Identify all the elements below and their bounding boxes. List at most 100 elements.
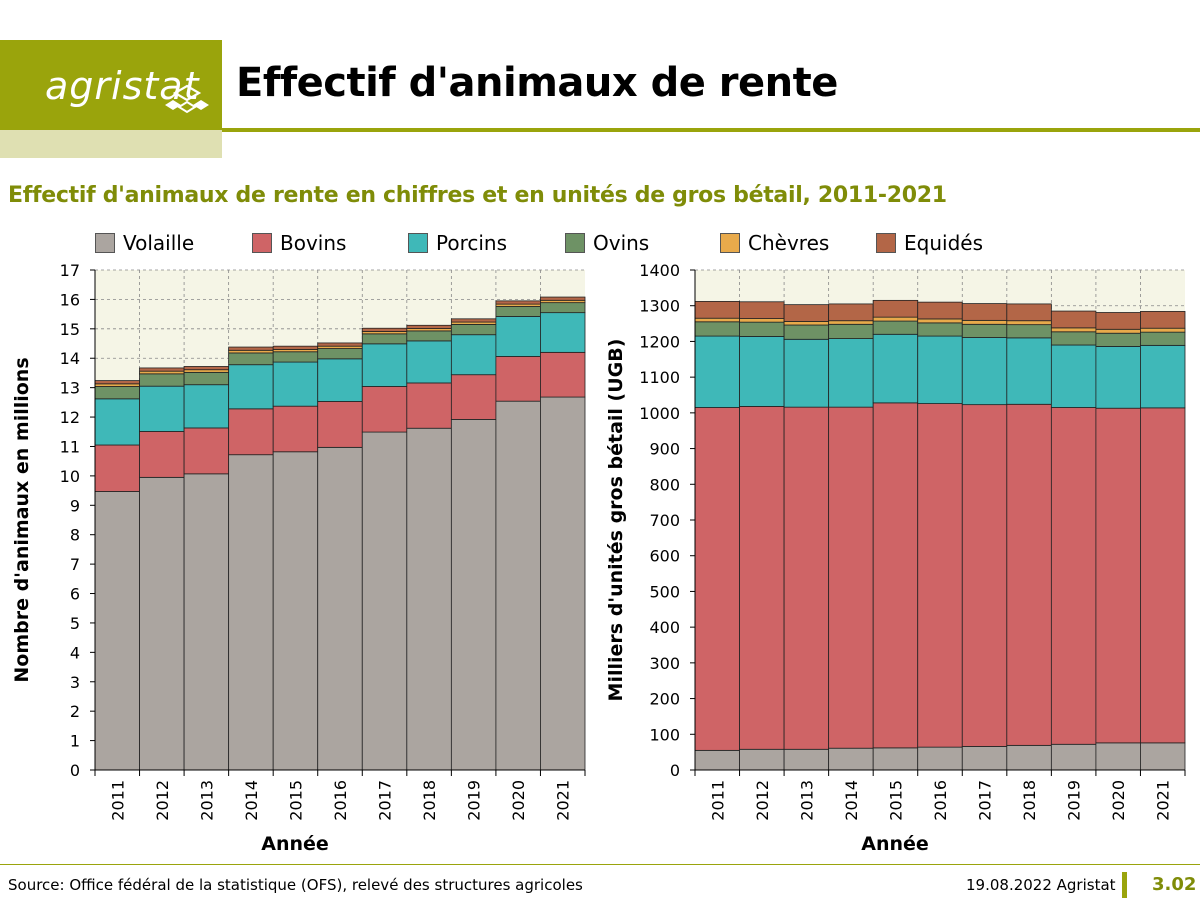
y-tick-label: 9 — [70, 496, 80, 515]
x-tick-label: 2016 — [331, 780, 350, 821]
legend: Volaille Bovins Porcins Ovins Chèvres Eq… — [95, 230, 1095, 256]
y-axis-label: Milliers d'unités gros bétail (UGB) — [605, 339, 627, 702]
bar-segment — [872, 333, 919, 404]
bar-segment — [361, 431, 408, 771]
bar-segment — [1095, 407, 1141, 744]
bar-segment — [1050, 310, 1097, 329]
bar-segment — [783, 338, 830, 408]
bar-segment — [694, 321, 740, 337]
bar-segment — [961, 303, 1008, 321]
y-tick-label: 8 — [70, 526, 80, 545]
bar-segment — [1095, 332, 1141, 347]
y-tick-label: 12 — [60, 408, 80, 427]
bar-segment — [228, 408, 274, 456]
bar-segment — [406, 324, 452, 329]
bar-segment — [495, 300, 541, 305]
bar-segment — [540, 396, 586, 771]
bar-segment — [1050, 344, 1097, 408]
y-tick-label: 1400 — [639, 261, 680, 280]
bar-segment — [783, 324, 830, 340]
x-tick-label: 2020 — [509, 780, 528, 821]
bar-segment — [540, 302, 586, 314]
legend-label: Volaille — [123, 231, 195, 255]
bar-segment — [872, 316, 919, 322]
x-tick-label: 2012 — [753, 780, 772, 821]
x-tick-label: 2017 — [976, 780, 995, 821]
bar-segment — [1095, 742, 1141, 771]
x-axis-label: Année — [861, 833, 929, 855]
x-tick-label: 2016 — [931, 780, 950, 821]
bar-segment — [317, 401, 363, 448]
x-tick-label: 2021 — [554, 780, 573, 821]
y-tick-label: 1000 — [639, 404, 680, 423]
bar-segment — [139, 373, 185, 387]
y-tick-label: 600 — [649, 547, 680, 566]
bar-segment — [783, 321, 830, 326]
bar-segment — [94, 386, 140, 400]
bar-segment — [317, 348, 363, 360]
bar-segment — [917, 301, 963, 320]
y-tick-label: 500 — [649, 582, 680, 601]
bar-segment — [450, 374, 497, 420]
legend-label: Porcins — [436, 231, 508, 255]
bar-segment — [94, 398, 140, 446]
bar-segment — [1140, 327, 1186, 333]
x-tick-label: 2015 — [286, 780, 305, 821]
bar-segment — [739, 318, 785, 323]
legend-label: Bovins — [280, 231, 347, 255]
bar-segment — [183, 366, 230, 371]
bar-segment — [540, 351, 586, 398]
bar-segment — [361, 333, 408, 345]
bar-segment — [739, 321, 785, 337]
bar-segment — [1050, 743, 1097, 771]
bar-segment — [1006, 320, 1052, 326]
bar-segment — [361, 343, 408, 387]
bar-segment — [872, 320, 919, 335]
logo-mark-icon — [165, 84, 209, 114]
footer-date: 19.08.2022 Agristat — [966, 876, 1116, 894]
legend-item-volaille: Volaille — [95, 230, 194, 256]
bar-segment — [228, 364, 274, 410]
bar-segment — [961, 319, 1008, 325]
y-tick-label: 10 — [60, 467, 80, 486]
y-tick-label: 6 — [70, 585, 80, 604]
y-tick-label: 13 — [60, 379, 80, 398]
y-tick-label: 200 — [649, 690, 680, 709]
footer-source: Source: Office fédéral de la statistique… — [8, 876, 583, 894]
bar-segment — [917, 322, 963, 337]
y-tick-label: 3 — [70, 673, 80, 692]
bar-segment — [1050, 407, 1097, 745]
bar-segment — [1140, 407, 1186, 744]
bar-segment — [317, 342, 363, 347]
bar-segment — [183, 473, 230, 771]
legend-item-equides: Equidés — [876, 230, 983, 256]
y-tick-label: 17 — [60, 261, 80, 280]
bar-segment — [540, 296, 586, 301]
bar-segment — [828, 303, 874, 322]
bar-segment — [450, 334, 497, 376]
bar-segment — [450, 419, 497, 771]
bar-segment — [1006, 337, 1052, 405]
logo-box — [0, 40, 222, 130]
bar-segment — [183, 384, 230, 429]
bar-segment — [450, 324, 497, 336]
bar-segment — [961, 323, 1008, 338]
bar-segment — [406, 382, 452, 429]
x-tick-label: 2021 — [1154, 780, 1173, 821]
bar-segment — [872, 299, 919, 318]
bar-segment — [228, 352, 274, 366]
bar-segment — [828, 406, 874, 749]
x-tick-label: 2012 — [153, 780, 172, 821]
bar-segment — [1006, 324, 1052, 339]
bar-segment — [1140, 311, 1186, 329]
legend-item-porcins: Porcins — [408, 230, 507, 256]
y-tick-label: 300 — [649, 654, 680, 673]
bar-segment — [739, 336, 785, 407]
bar-segment — [406, 330, 452, 342]
x-tick-label: 2018 — [420, 780, 439, 821]
y-tick-label: 5 — [70, 614, 80, 633]
bar-segment — [228, 454, 274, 771]
bar-segment — [872, 402, 919, 749]
bar-segment — [361, 386, 408, 433]
